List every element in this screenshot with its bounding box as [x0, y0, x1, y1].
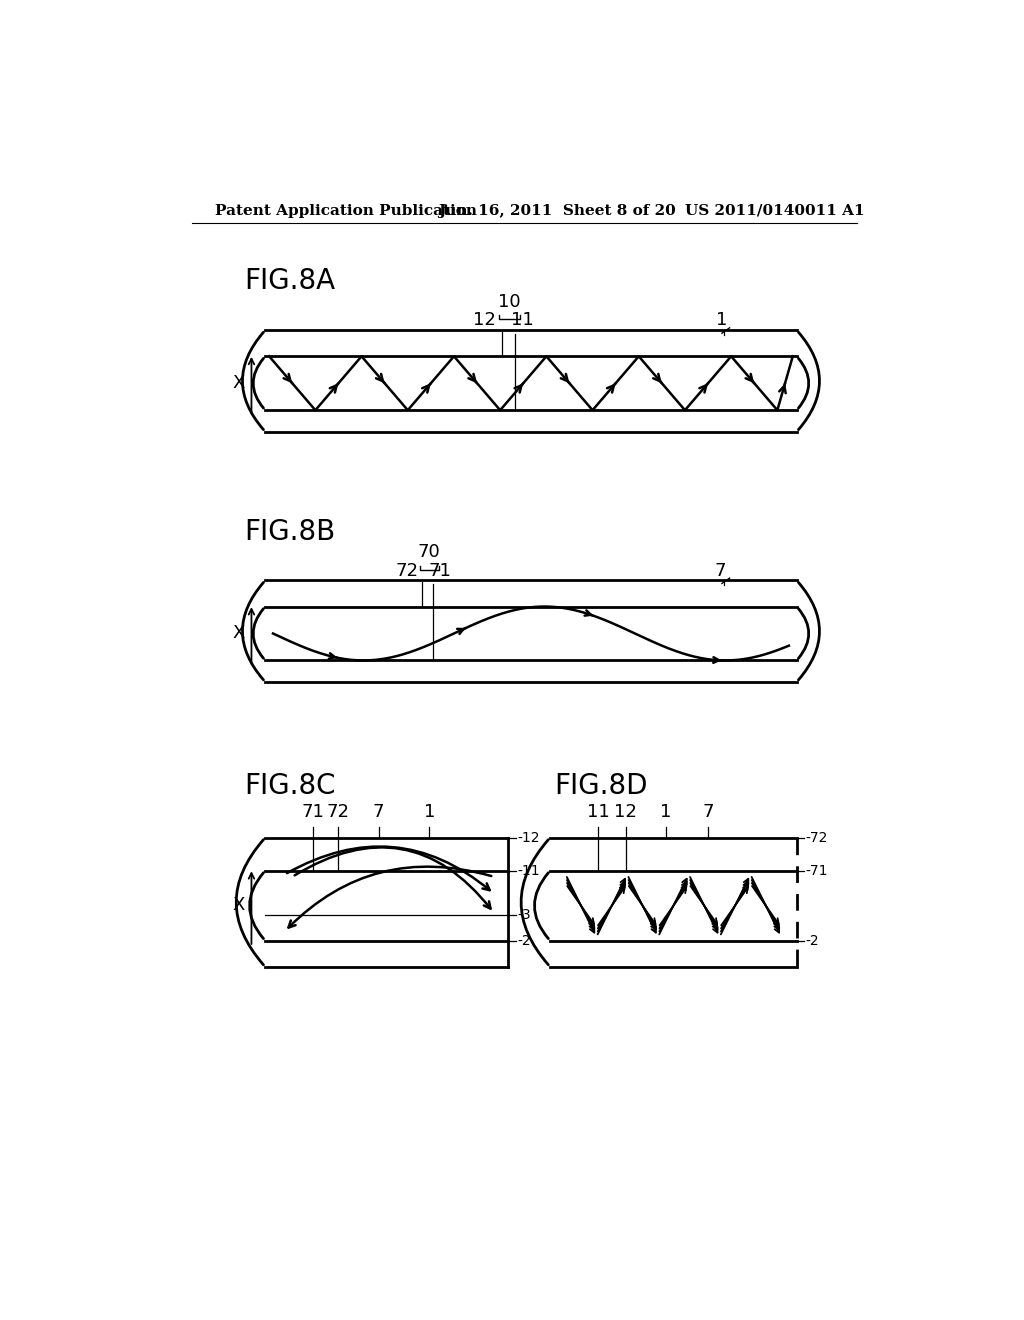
- Text: 70: 70: [418, 544, 440, 561]
- Text: 1: 1: [424, 803, 435, 821]
- Text: 11: 11: [511, 312, 534, 330]
- Text: 12: 12: [473, 312, 497, 330]
- Text: FIG.8A: FIG.8A: [245, 268, 336, 296]
- Text: -12: -12: [517, 830, 540, 845]
- Text: 71: 71: [302, 803, 325, 821]
- Text: 7: 7: [373, 803, 384, 821]
- Text: 1: 1: [660, 803, 672, 821]
- Text: FIG.8B: FIG.8B: [245, 517, 336, 545]
- Text: 1: 1: [716, 312, 727, 330]
- Text: FIG.8C: FIG.8C: [245, 772, 336, 800]
- Text: 12: 12: [614, 803, 637, 821]
- Text: FIG.8D: FIG.8D: [554, 772, 647, 800]
- Text: -2: -2: [806, 933, 819, 948]
- Text: -3: -3: [517, 908, 530, 923]
- Text: 72: 72: [327, 803, 350, 821]
- Text: -2: -2: [517, 933, 530, 948]
- Text: -72: -72: [806, 830, 828, 845]
- Text: X: X: [232, 624, 245, 643]
- Text: 7: 7: [702, 803, 714, 821]
- Text: X: X: [232, 896, 245, 915]
- Text: US 2011/0140011 A1: US 2011/0140011 A1: [685, 203, 864, 218]
- Text: X: X: [232, 375, 245, 392]
- Text: -71: -71: [806, 863, 828, 878]
- Text: Jun. 16, 2011  Sheet 8 of 20: Jun. 16, 2011 Sheet 8 of 20: [438, 203, 676, 218]
- Text: Patent Application Publication: Patent Application Publication: [215, 203, 477, 218]
- Text: -11: -11: [517, 863, 540, 878]
- Text: 71: 71: [429, 562, 452, 579]
- Text: 72: 72: [395, 562, 419, 579]
- Text: 10: 10: [498, 293, 521, 312]
- Text: 11: 11: [587, 803, 609, 821]
- Text: 7: 7: [714, 562, 726, 579]
